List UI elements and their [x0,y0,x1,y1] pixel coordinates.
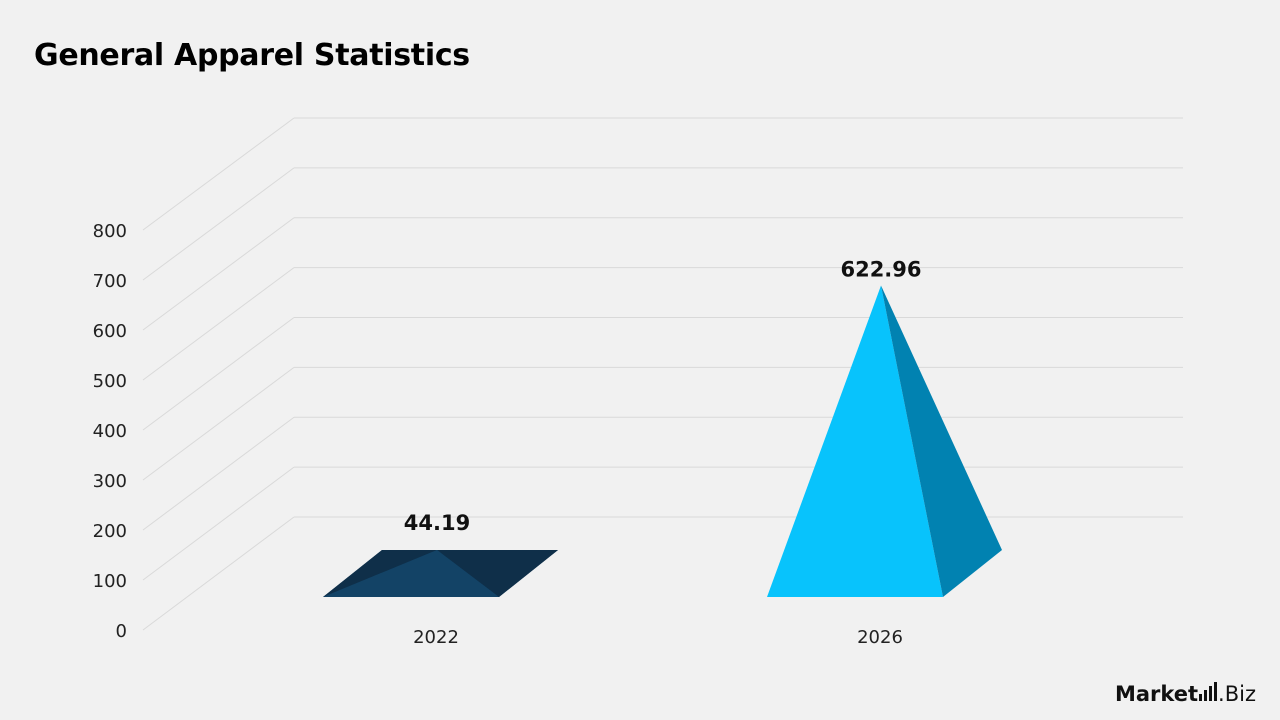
bar-2022-front-face [323,550,499,597]
y-tick-label: 400 [93,421,127,442]
chart-title: General Apparel Statistics [34,38,470,73]
logo-text-biz: .Biz [1218,682,1256,706]
gridline-side [142,267,295,381]
logo-bars-icon [1199,682,1218,701]
y-tick-label: 200 [93,521,127,542]
gridline-side [142,217,295,331]
y-tick-label: 600 [93,321,127,342]
y-tick-label: 700 [93,271,127,292]
y-tick-label: 800 [93,221,127,242]
data-label-2022: 44.19 [404,511,470,535]
gridline-side [142,466,295,581]
gridline-side [142,366,295,481]
gridline-side [142,167,295,281]
gridline-side [142,317,295,431]
x-tick-label-2026: 2026 [857,627,903,648]
marketbiz-logo[interactable]: Market .Biz [1115,682,1256,706]
data-label-2026: 622.96 [840,258,921,282]
bar-2022-right-face [437,550,558,597]
bar-2026-front-face [767,285,943,597]
y-tick-label: 500 [93,371,127,392]
y-tick-label: 100 [93,571,127,592]
y-tick-label: 300 [93,471,127,492]
gridline-side [142,416,295,531]
y-tick-label: 0 [116,621,127,642]
gridline-side [142,516,295,631]
logo-text-market: Market [1114,682,1199,706]
bar-2026-side-face [881,285,1002,597]
gridline-side [142,117,295,231]
x-tick-label-2022: 2022 [413,627,459,648]
